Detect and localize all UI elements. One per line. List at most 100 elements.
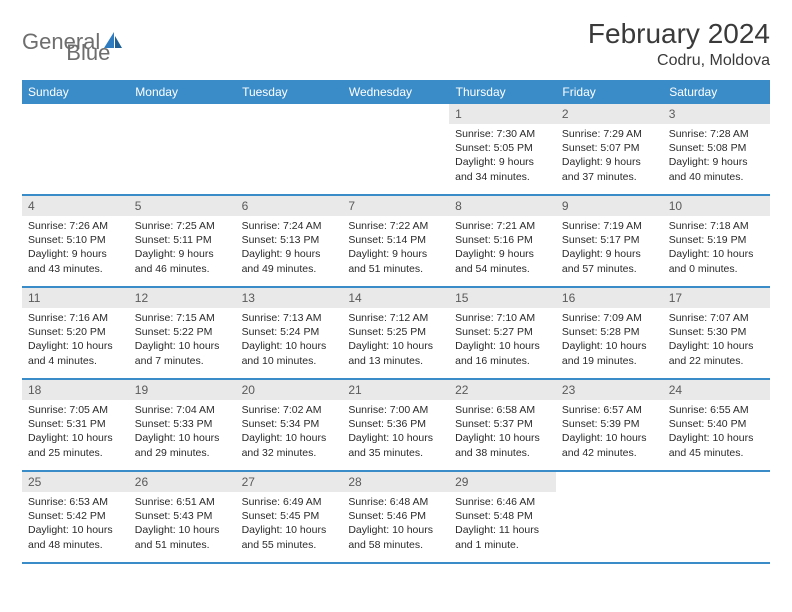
calendar-body: 1Sunrise: 7:30 AMSunset: 5:05 PMDaylight…	[22, 104, 770, 563]
day-number: 28	[342, 472, 449, 492]
calendar-cell: 21Sunrise: 7:00 AMSunset: 5:36 PMDayligh…	[342, 379, 449, 471]
calendar-cell: 12Sunrise: 7:15 AMSunset: 5:22 PMDayligh…	[129, 287, 236, 379]
day-number: 3	[663, 104, 770, 124]
calendar-cell: 17Sunrise: 7:07 AMSunset: 5:30 PMDayligh…	[663, 287, 770, 379]
day-number: 24	[663, 380, 770, 400]
day-info: Sunrise: 7:05 AMSunset: 5:31 PMDaylight:…	[22, 400, 129, 470]
calendar-cell: 18Sunrise: 7:05 AMSunset: 5:31 PMDayligh…	[22, 379, 129, 471]
day-number: 14	[342, 288, 449, 308]
day-info: Sunrise: 7:30 AMSunset: 5:05 PMDaylight:…	[449, 124, 556, 194]
logo-text-b: Blue	[66, 40, 110, 66]
day-number: 13	[236, 288, 343, 308]
day-number: 15	[449, 288, 556, 308]
day-number: 27	[236, 472, 343, 492]
day-info: Sunrise: 7:10 AMSunset: 5:27 PMDaylight:…	[449, 308, 556, 378]
day-info: Sunrise: 6:46 AMSunset: 5:48 PMDaylight:…	[449, 492, 556, 562]
day-info: Sunrise: 6:49 AMSunset: 5:45 PMDaylight:…	[236, 492, 343, 562]
day-info: Sunrise: 7:26 AMSunset: 5:10 PMDaylight:…	[22, 216, 129, 286]
calendar-cell	[342, 104, 449, 195]
day-number: 7	[342, 196, 449, 216]
weekday-header: Sunday	[22, 80, 129, 104]
day-number: 19	[129, 380, 236, 400]
day-info: Sunrise: 7:22 AMSunset: 5:14 PMDaylight:…	[342, 216, 449, 286]
day-number: 23	[556, 380, 663, 400]
day-number: 29	[449, 472, 556, 492]
calendar-cell: 10Sunrise: 7:18 AMSunset: 5:19 PMDayligh…	[663, 195, 770, 287]
day-info: Sunrise: 7:19 AMSunset: 5:17 PMDaylight:…	[556, 216, 663, 286]
calendar-cell: 27Sunrise: 6:49 AMSunset: 5:45 PMDayligh…	[236, 471, 343, 563]
day-info: Sunrise: 7:28 AMSunset: 5:08 PMDaylight:…	[663, 124, 770, 194]
calendar-cell	[22, 104, 129, 195]
day-info: Sunrise: 7:29 AMSunset: 5:07 PMDaylight:…	[556, 124, 663, 194]
day-number: 5	[129, 196, 236, 216]
day-info: Sunrise: 7:21 AMSunset: 5:16 PMDaylight:…	[449, 216, 556, 286]
calendar-cell: 8Sunrise: 7:21 AMSunset: 5:16 PMDaylight…	[449, 195, 556, 287]
day-number: 1	[449, 104, 556, 124]
logo: General Blue	[22, 18, 110, 66]
day-info: Sunrise: 7:16 AMSunset: 5:20 PMDaylight:…	[22, 308, 129, 378]
day-info: Sunrise: 7:18 AMSunset: 5:19 PMDaylight:…	[663, 216, 770, 286]
day-info: Sunrise: 7:07 AMSunset: 5:30 PMDaylight:…	[663, 308, 770, 378]
day-info: Sunrise: 7:25 AMSunset: 5:11 PMDaylight:…	[129, 216, 236, 286]
day-number: 4	[22, 196, 129, 216]
day-number: 21	[342, 380, 449, 400]
day-info: Sunrise: 7:09 AMSunset: 5:28 PMDaylight:…	[556, 308, 663, 378]
day-info: Sunrise: 6:57 AMSunset: 5:39 PMDaylight:…	[556, 400, 663, 470]
day-number: 25	[22, 472, 129, 492]
day-info: Sunrise: 6:53 AMSunset: 5:42 PMDaylight:…	[22, 492, 129, 562]
calendar-cell: 23Sunrise: 6:57 AMSunset: 5:39 PMDayligh…	[556, 379, 663, 471]
day-info: Sunrise: 6:48 AMSunset: 5:46 PMDaylight:…	[342, 492, 449, 562]
day-number: 10	[663, 196, 770, 216]
day-info: Sunrise: 6:51 AMSunset: 5:43 PMDaylight:…	[129, 492, 236, 562]
day-info: Sunrise: 6:58 AMSunset: 5:37 PMDaylight:…	[449, 400, 556, 470]
day-number: 8	[449, 196, 556, 216]
calendar-cell: 7Sunrise: 7:22 AMSunset: 5:14 PMDaylight…	[342, 195, 449, 287]
day-info: Sunrise: 7:12 AMSunset: 5:25 PMDaylight:…	[342, 308, 449, 378]
calendar-cell: 13Sunrise: 7:13 AMSunset: 5:24 PMDayligh…	[236, 287, 343, 379]
calendar-cell	[663, 471, 770, 563]
title-block: February 2024 Codru, Moldova	[588, 18, 770, 70]
calendar-cell: 29Sunrise: 6:46 AMSunset: 5:48 PMDayligh…	[449, 471, 556, 563]
calendar-cell: 2Sunrise: 7:29 AMSunset: 5:07 PMDaylight…	[556, 104, 663, 195]
day-number: 26	[129, 472, 236, 492]
weekday-header: Wednesday	[342, 80, 449, 104]
day-number: 16	[556, 288, 663, 308]
calendar-cell: 3Sunrise: 7:28 AMSunset: 5:08 PMDaylight…	[663, 104, 770, 195]
calendar-cell: 24Sunrise: 6:55 AMSunset: 5:40 PMDayligh…	[663, 379, 770, 471]
calendar-cell: 1Sunrise: 7:30 AMSunset: 5:05 PMDaylight…	[449, 104, 556, 195]
day-info: Sunrise: 7:13 AMSunset: 5:24 PMDaylight:…	[236, 308, 343, 378]
calendar-cell	[236, 104, 343, 195]
location: Codru, Moldova	[588, 52, 770, 70]
header: General Blue February 2024 Codru, Moldov…	[22, 18, 770, 70]
calendar-cell: 26Sunrise: 6:51 AMSunset: 5:43 PMDayligh…	[129, 471, 236, 563]
calendar: SundayMondayTuesdayWednesdayThursdayFrid…	[22, 80, 770, 564]
weekday-header: Tuesday	[236, 80, 343, 104]
day-info: Sunrise: 7:00 AMSunset: 5:36 PMDaylight:…	[342, 400, 449, 470]
calendar-cell: 14Sunrise: 7:12 AMSunset: 5:25 PMDayligh…	[342, 287, 449, 379]
calendar-cell: 15Sunrise: 7:10 AMSunset: 5:27 PMDayligh…	[449, 287, 556, 379]
weekday-header: Friday	[556, 80, 663, 104]
calendar-cell: 4Sunrise: 7:26 AMSunset: 5:10 PMDaylight…	[22, 195, 129, 287]
day-info: Sunrise: 7:24 AMSunset: 5:13 PMDaylight:…	[236, 216, 343, 286]
month-title: February 2024	[588, 18, 770, 50]
calendar-cell: 16Sunrise: 7:09 AMSunset: 5:28 PMDayligh…	[556, 287, 663, 379]
calendar-cell: 6Sunrise: 7:24 AMSunset: 5:13 PMDaylight…	[236, 195, 343, 287]
day-info: Sunrise: 7:04 AMSunset: 5:33 PMDaylight:…	[129, 400, 236, 470]
day-number: 22	[449, 380, 556, 400]
weekday-header: Saturday	[663, 80, 770, 104]
day-number: 6	[236, 196, 343, 216]
day-info: Sunrise: 7:02 AMSunset: 5:34 PMDaylight:…	[236, 400, 343, 470]
calendar-cell: 22Sunrise: 6:58 AMSunset: 5:37 PMDayligh…	[449, 379, 556, 471]
day-info: Sunrise: 7:15 AMSunset: 5:22 PMDaylight:…	[129, 308, 236, 378]
calendar-cell: 20Sunrise: 7:02 AMSunset: 5:34 PMDayligh…	[236, 379, 343, 471]
calendar-cell	[556, 471, 663, 563]
weekday-header: Monday	[129, 80, 236, 104]
calendar-cell: 9Sunrise: 7:19 AMSunset: 5:17 PMDaylight…	[556, 195, 663, 287]
calendar-cell: 19Sunrise: 7:04 AMSunset: 5:33 PMDayligh…	[129, 379, 236, 471]
day-number: 12	[129, 288, 236, 308]
calendar-cell	[129, 104, 236, 195]
calendar-header: SundayMondayTuesdayWednesdayThursdayFrid…	[22, 80, 770, 104]
day-number: 2	[556, 104, 663, 124]
calendar-cell: 25Sunrise: 6:53 AMSunset: 5:42 PMDayligh…	[22, 471, 129, 563]
calendar-cell: 11Sunrise: 7:16 AMSunset: 5:20 PMDayligh…	[22, 287, 129, 379]
